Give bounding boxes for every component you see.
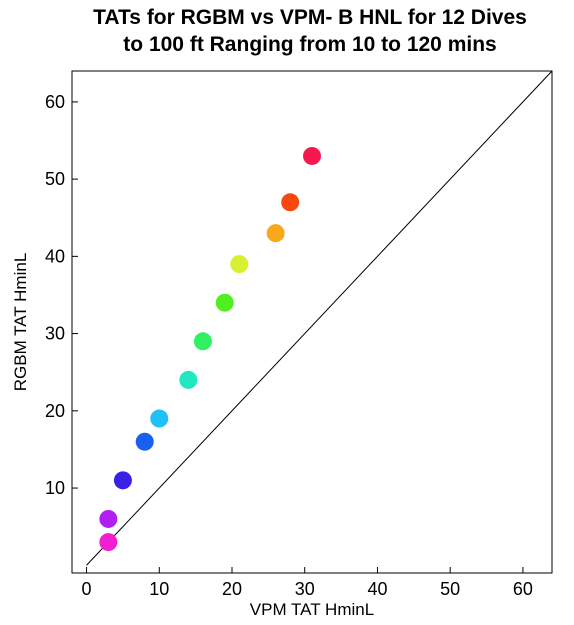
x-axis-label: VPM TAT HminL <box>250 600 374 619</box>
y-tick-label: 20 <box>45 401 65 421</box>
x-tick-label: 30 <box>295 579 315 599</box>
x-tick-label: 10 <box>149 579 169 599</box>
x-tick-label: 60 <box>513 579 533 599</box>
data-point <box>113 471 132 490</box>
data-point <box>179 370 198 389</box>
chart-title-line-2: to 100 ft Ranging from 10 to 120 mins <box>123 33 496 56</box>
y-tick-label: 40 <box>45 246 65 266</box>
x-tick-label: 50 <box>440 579 460 599</box>
y-axis-label: RGBM TAT HminL <box>11 253 30 392</box>
plot-frame <box>71 70 553 574</box>
x-axis-ticks: 0 10 20 30 40 50 60 <box>82 567 533 599</box>
data-point <box>135 432 154 451</box>
data-point <box>193 332 212 351</box>
data-point <box>99 533 118 552</box>
y-axis-ticks: 10 20 30 40 50 60 <box>45 92 78 498</box>
y-tick-label: 30 <box>45 324 65 344</box>
y-tick-label: 60 <box>45 92 65 112</box>
x-tick-label: 20 <box>222 579 242 599</box>
data-points <box>99 146 321 552</box>
data-point <box>215 293 234 312</box>
y-tick-label: 50 <box>45 169 65 189</box>
data-point <box>281 193 300 212</box>
data-point <box>303 146 321 165</box>
data-point <box>150 409 169 428</box>
y-tick-label: 10 <box>45 478 65 498</box>
x-tick-label: 40 <box>367 579 387 599</box>
data-point <box>266 224 285 243</box>
x-tick-label: 0 <box>82 579 92 599</box>
chart-title-line-1: TATs for RGBM vs VPM- B HNL for 12 Dives <box>93 6 527 29</box>
data-point <box>99 509 118 528</box>
data-point <box>230 255 249 274</box>
reference-line <box>86 70 553 566</box>
